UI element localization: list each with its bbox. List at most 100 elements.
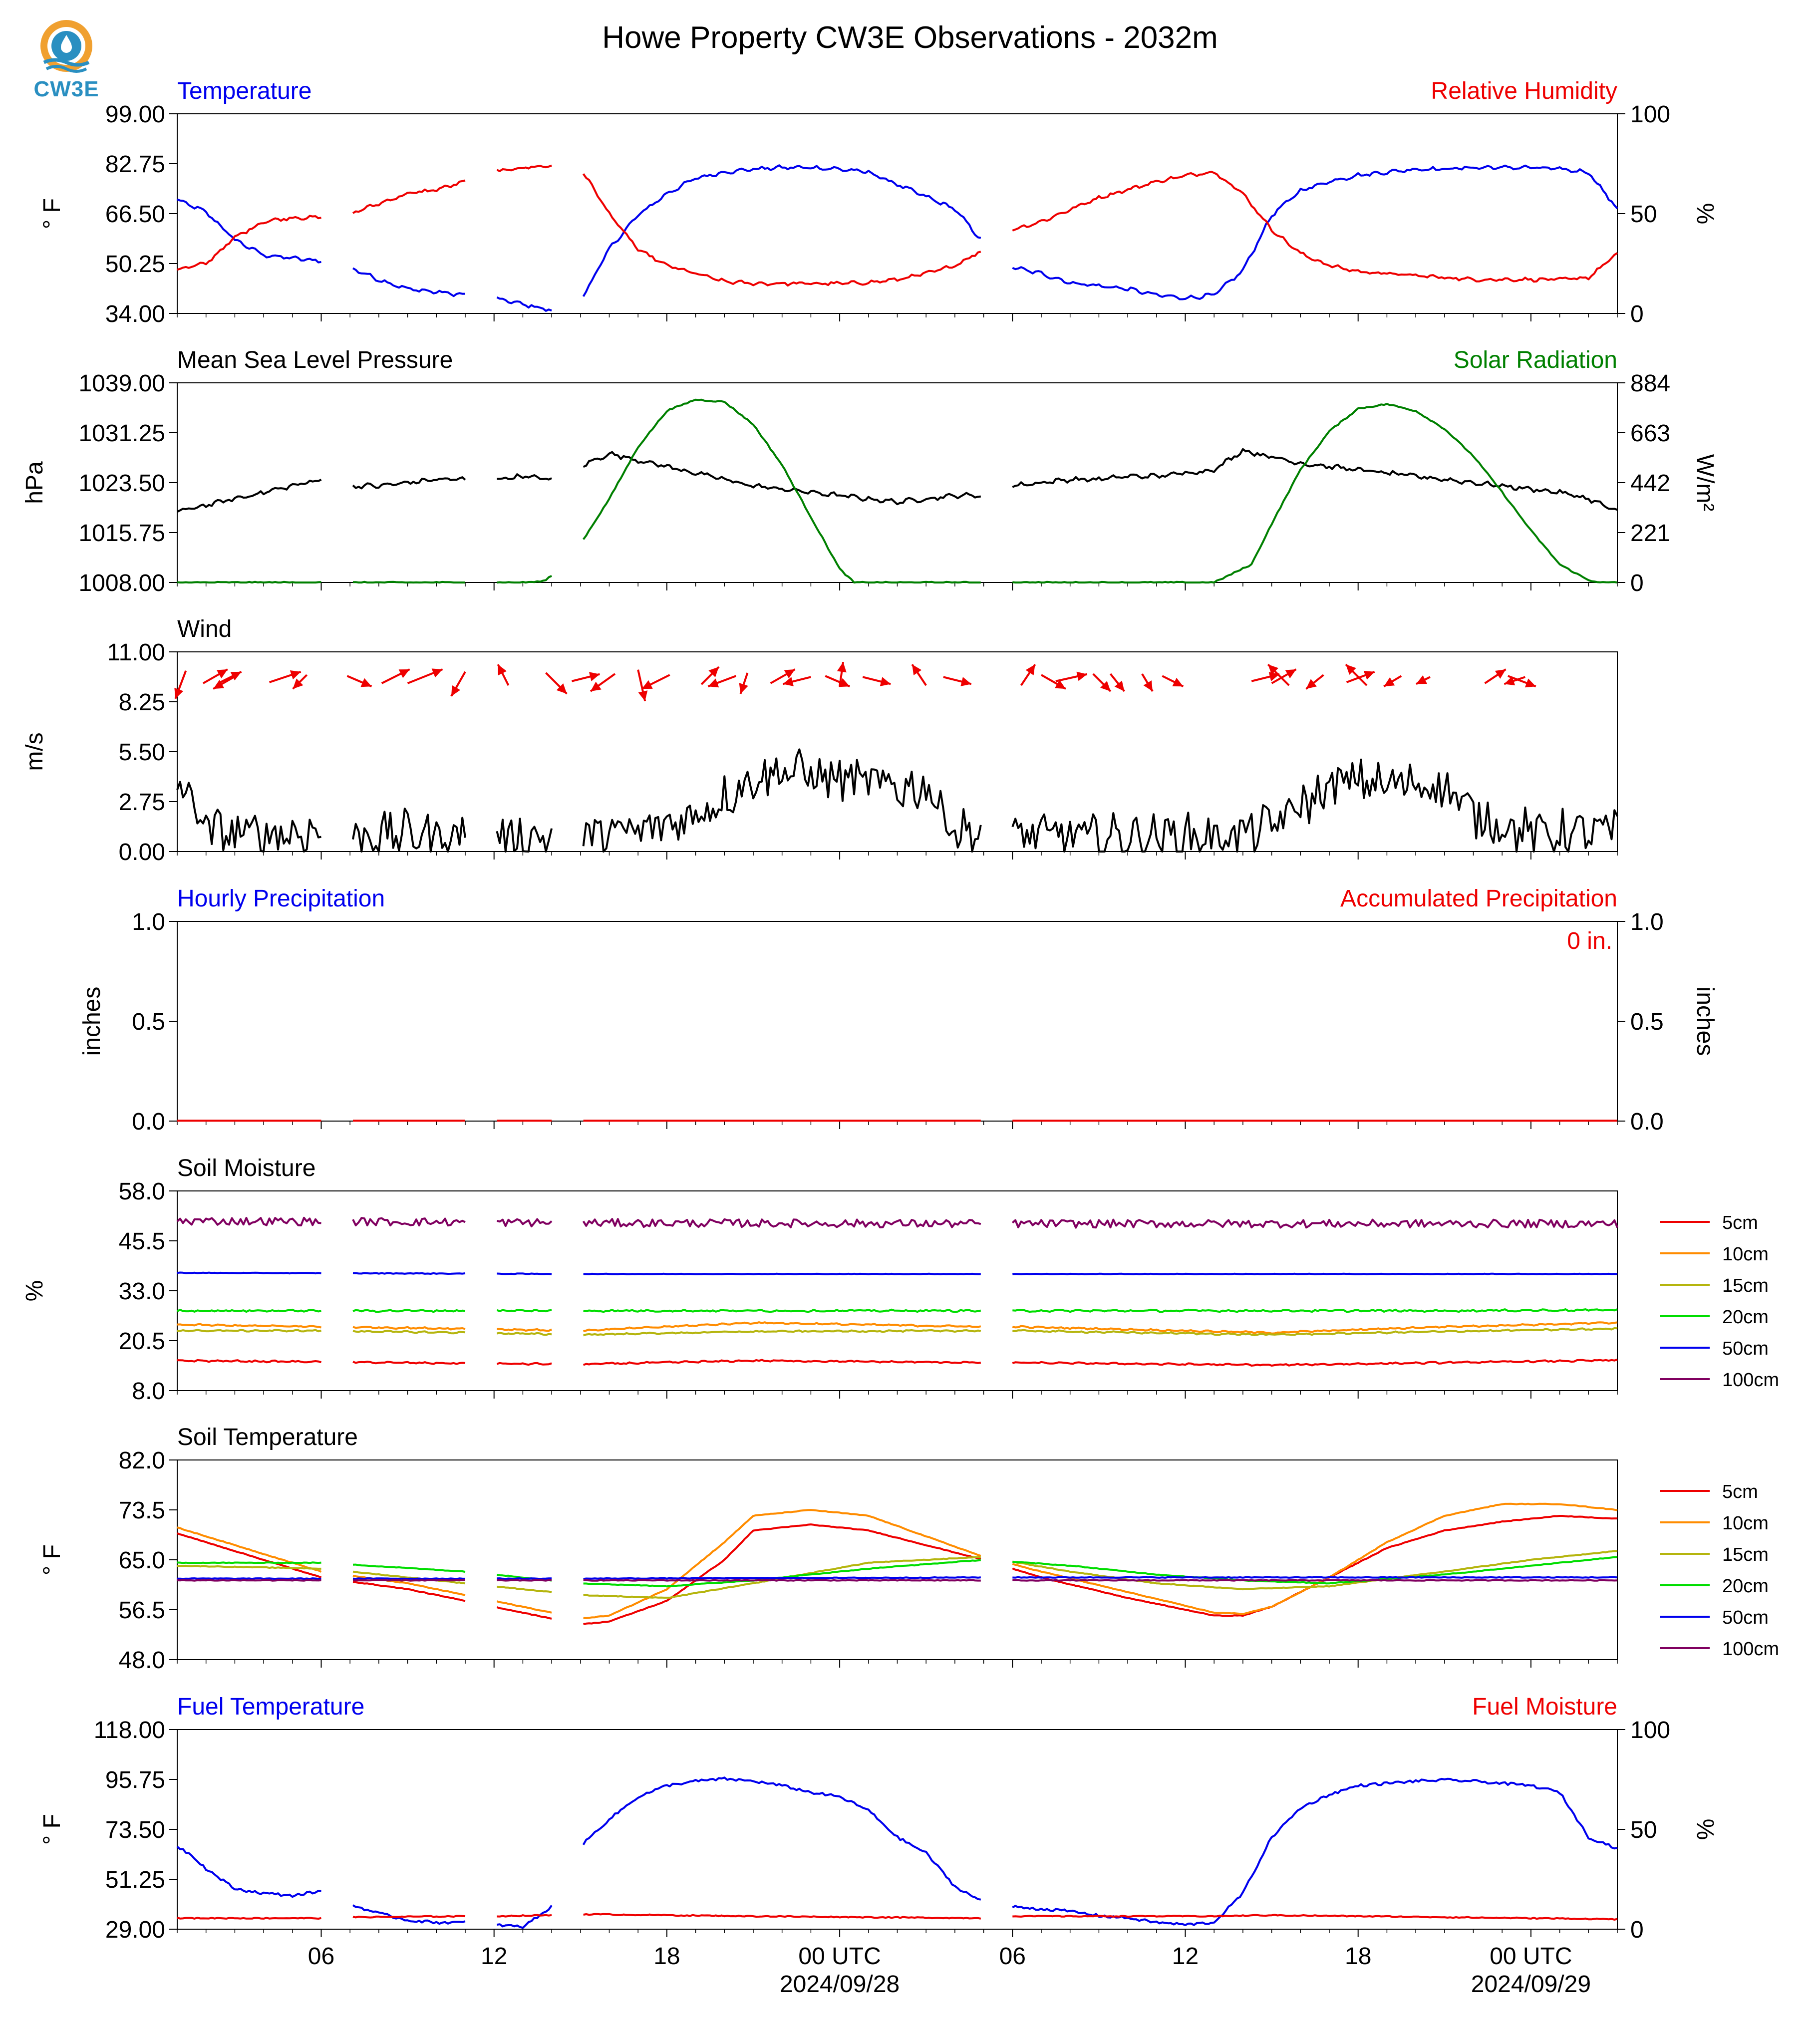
panel-3-ytick-label: 5.50 xyxy=(119,739,165,766)
panel-5-series-5cm xyxy=(177,1358,1618,1367)
panel-2-ylabel-right: W/m² xyxy=(1692,454,1718,512)
panel-5-series-20cm xyxy=(177,1308,1618,1313)
xtick-date-label: 2024/09/28 xyxy=(780,1971,900,1998)
panel-6-legend-label: 15cm xyxy=(1722,1544,1769,1565)
panel-3-wind-arrow-head xyxy=(708,678,719,688)
panel-3-wind-arrow-head xyxy=(1143,680,1153,692)
panel-6-legend-label: 10cm xyxy=(1722,1513,1769,1534)
panel-1-series-2 xyxy=(177,164,1618,287)
panel-3-wind-arrow-head xyxy=(1306,679,1317,689)
panel-1-ytick-label: 66.50 xyxy=(105,201,165,228)
panel-6-ytick-label: 48.0 xyxy=(119,1647,165,1674)
panel-5-ytick-label: 58.0 xyxy=(119,1178,165,1205)
panel-5-series-50cm xyxy=(177,1271,1618,1275)
xtick-label: 00 UTC xyxy=(1490,1943,1572,1970)
panel-2-series-1 xyxy=(177,448,1618,513)
panel-3-wind-arrow-head xyxy=(1285,669,1296,679)
panel-2-ytick-right-label: 663 xyxy=(1630,420,1670,447)
panel-6-ytick-label: 73.5 xyxy=(119,1497,165,1524)
panel-3-wind-arrow-head xyxy=(880,677,891,686)
panel-5-legend-label: 10cm xyxy=(1722,1244,1769,1265)
panel-2-ytick-right-label: 0 xyxy=(1630,570,1644,596)
panel-4-ytick-right-label: 0.0 xyxy=(1630,1109,1664,1135)
panel-2-ytick-right-label: 221 xyxy=(1630,520,1670,547)
panel-1-left-title: Temperature xyxy=(177,78,311,104)
panel-7-series-1 xyxy=(176,1776,1618,1929)
panel-3-wind-arrow-head xyxy=(1416,675,1427,684)
panel-1-ytick-right-label: 0 xyxy=(1630,301,1644,327)
panel-3-wind-arrow-head xyxy=(431,668,443,678)
panel-2-left-title: Mean Sea Level Pressure xyxy=(177,347,453,373)
panel-3-wind-arrow-head xyxy=(739,683,748,694)
panel-3-wind-arrow-head xyxy=(837,662,847,673)
cw3e-logo-icon xyxy=(40,20,92,73)
panel-3-wind-arrow-head xyxy=(708,667,719,677)
panel-7-ytick-label: 118.00 xyxy=(94,1717,165,1743)
panel-3-wind-arrow-head xyxy=(1268,664,1278,675)
panel-5-legend-label: 20cm xyxy=(1722,1307,1769,1328)
panel-4-ylabel: inches xyxy=(79,987,105,1056)
xtick-label: 06 xyxy=(999,1943,1026,1970)
panel-6-legend-label: 100cm xyxy=(1722,1639,1779,1660)
panel-6-ytick-label: 82.0 xyxy=(119,1448,165,1474)
panel-3-wind-arrow-head xyxy=(1384,677,1395,687)
panel-1-ytick-label: 50.25 xyxy=(105,251,165,278)
panel-3-wind-arrow-head xyxy=(1055,680,1066,689)
panel-3-wind-arrow-head xyxy=(1025,664,1035,675)
panel-5-legend-label: 15cm xyxy=(1722,1275,1769,1296)
panel-4-annotation: 0 in. xyxy=(1567,928,1612,954)
panel-1-ytick-label: 82.75 xyxy=(105,151,165,178)
panel-2-ytick-right-label: 884 xyxy=(1630,370,1670,397)
panel-5-legend-label: 5cm xyxy=(1722,1212,1758,1233)
panel-1-series-1 xyxy=(177,164,1618,312)
panel-3-wind-arrow-head xyxy=(912,664,922,675)
panel-3-wind-arrow-head xyxy=(1495,669,1506,679)
panel-6-left-title: Soil Temperature xyxy=(177,1424,358,1450)
panel-5-left-title: Soil Moisture xyxy=(177,1155,315,1181)
panel-5-ytick-label: 45.5 xyxy=(119,1228,165,1255)
panel-1-ytick-right-label: 50 xyxy=(1630,201,1657,228)
panel-3-wind-arrow-head xyxy=(1076,671,1087,681)
panel-3-wind-arrow-head xyxy=(638,690,648,701)
panel-7-frame xyxy=(177,1729,1618,1930)
panel-3-wind-arrow-head xyxy=(1172,677,1184,687)
panel-3-wind-arrow-head xyxy=(960,677,971,686)
panel-4-left-title: Hourly Precipitation xyxy=(177,885,385,912)
panel-6-frame xyxy=(177,1459,1618,1660)
panel-5-legend-label: 100cm xyxy=(1722,1370,1779,1391)
panel-2-ytick-label: 1008.00 xyxy=(78,570,165,596)
panel-1-right-title: Relative Humidity xyxy=(1431,78,1617,104)
panel-6-series-15cm xyxy=(177,1550,1618,1599)
xtick-label: 18 xyxy=(653,1943,680,1970)
xtick-label: 12 xyxy=(481,1943,507,1970)
panel-4-ytick-label: 0.5 xyxy=(132,1009,165,1035)
panel-6-legend-label: 20cm xyxy=(1722,1576,1769,1597)
panel-1-ylabel-right: % xyxy=(1692,203,1718,225)
panel-3-ytick-label: 2.75 xyxy=(119,789,165,816)
panel-6-legend-label: 5cm xyxy=(1722,1481,1758,1502)
panel-2-ylabel: hPa xyxy=(21,461,48,504)
panel-4-ytick-right-label: 1.0 xyxy=(1630,909,1664,935)
panel-3-wind-arrow-head xyxy=(360,678,372,687)
panel-6-ytick-label: 56.5 xyxy=(119,1597,165,1624)
panel-5-ytick-label: 20.5 xyxy=(119,1328,165,1355)
panel-3-wind-arrow-head xyxy=(1363,670,1375,680)
panel-3-wind-arrow-head xyxy=(1100,681,1111,692)
panel-1-ytick-right-label: 100 xyxy=(1630,101,1670,128)
panel-3-wind-arrow-head xyxy=(641,680,653,689)
panel-2-ytick-label: 1023.50 xyxy=(78,470,165,497)
panel-7-left-title: Fuel Temperature xyxy=(177,1694,364,1720)
panel-3-frame xyxy=(177,651,1618,852)
panel-4-frame xyxy=(177,921,1618,1122)
panel-3-wind-arrow-head xyxy=(1346,664,1356,675)
panel-6-series-100cm xyxy=(177,1579,1618,1582)
panel-7-series-2 xyxy=(177,1913,1618,1921)
panel-3-wind-arrow-head xyxy=(290,670,301,680)
panel-7-ytick-label: 29.00 xyxy=(105,1917,165,1943)
panel-3-wind-arrow-head xyxy=(213,680,225,689)
panel-3-ylabel: m/s xyxy=(21,732,48,771)
panel-7-ytick-label: 73.50 xyxy=(105,1817,165,1843)
cw3e-logo: CW3E xyxy=(24,15,109,105)
panel-6-legend-label: 50cm xyxy=(1722,1607,1769,1628)
